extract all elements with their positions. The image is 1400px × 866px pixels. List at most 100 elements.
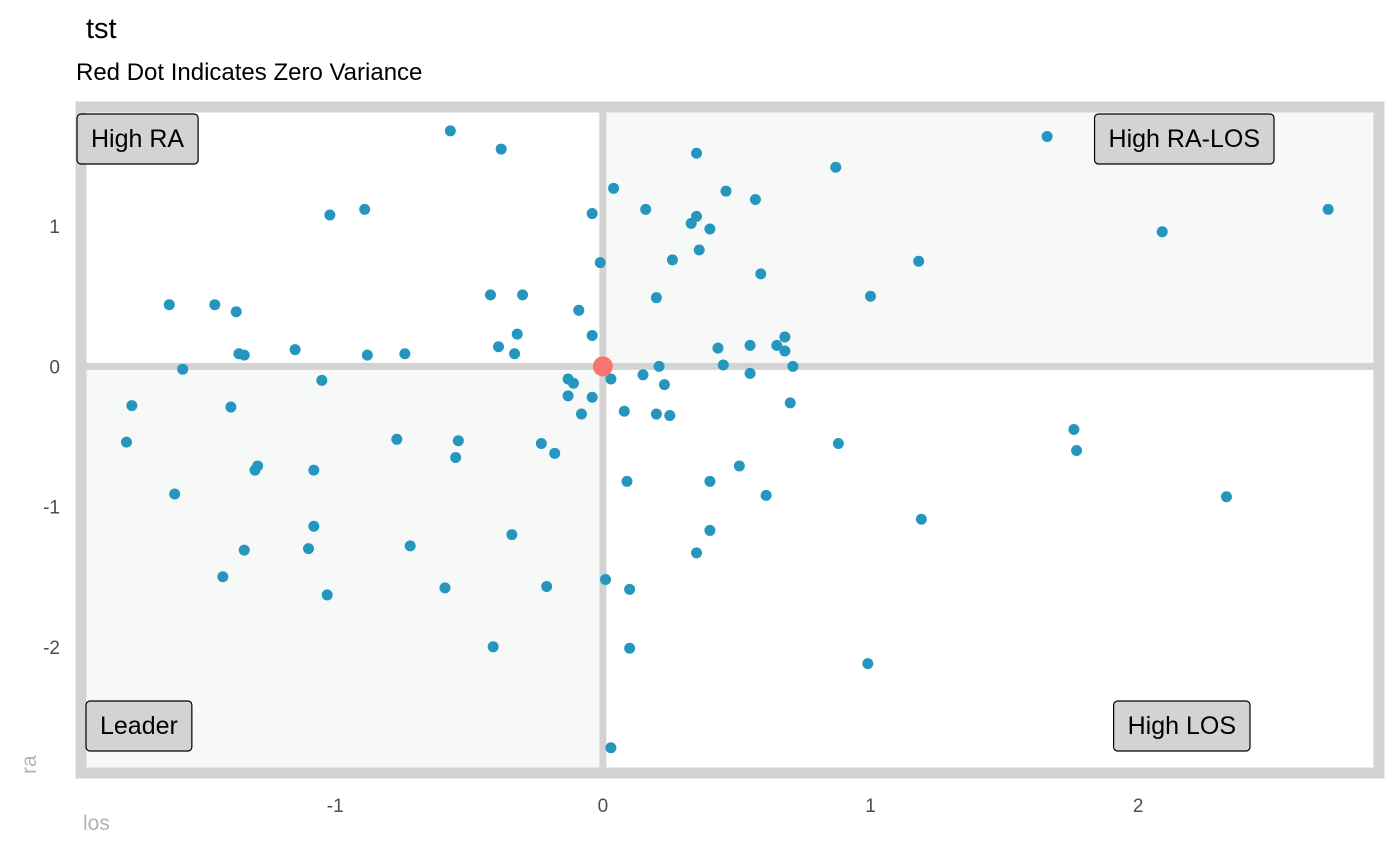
scatter-point (238, 349, 250, 361)
scatter-point (567, 377, 579, 389)
scatter-point (541, 581, 553, 593)
y-axis-label: ra (18, 755, 41, 774)
quadrant-label-box (76, 113, 199, 165)
scatter-point (575, 408, 587, 420)
scatter-point (621, 475, 633, 487)
scatter-point (650, 292, 662, 304)
x-tick-label: -1 (327, 796, 344, 817)
scatter-point (608, 182, 620, 194)
scatter-point (209, 299, 221, 311)
x-tick-label: 2 (1133, 796, 1144, 817)
scatter-point (249, 464, 261, 476)
scatter-point (484, 289, 496, 301)
scatter-point (691, 147, 703, 159)
scatter-point (666, 254, 678, 266)
quadrant-label-text: High RA-LOS (1109, 125, 1260, 153)
scatter-point (506, 529, 518, 541)
quadrant-label-text: Leader (100, 712, 178, 740)
x-axis-label: los (83, 812, 110, 835)
scatter-point (594, 257, 606, 269)
scatter-point (733, 460, 745, 472)
scatter-point (452, 435, 464, 447)
scatter-point (450, 452, 462, 464)
x-tick-label: 0 (598, 796, 609, 817)
scatter-point (391, 433, 403, 445)
y-tick-label: -1 (43, 498, 60, 519)
scatter-point (749, 194, 761, 206)
scatter-point (637, 369, 649, 381)
scatter-point (495, 143, 507, 155)
scatter-point (704, 223, 716, 235)
y-tick-label: 1 (49, 217, 60, 238)
scatter-point (169, 488, 181, 500)
scatter-point (787, 360, 799, 372)
scatter-point (562, 390, 574, 402)
scatter-point (439, 582, 451, 594)
scatter-point (744, 339, 756, 351)
scatter-point (586, 208, 598, 220)
scatter-point (361, 349, 373, 361)
scatter-point (586, 330, 598, 342)
data-points (120, 125, 1334, 754)
scatter-point (865, 290, 877, 302)
scatter-point (779, 331, 791, 343)
scatter-point (624, 583, 636, 595)
scatter-point (177, 363, 189, 375)
scatter-point (302, 543, 314, 555)
quadrant-label-box (1093, 113, 1275, 165)
scatter-point (404, 540, 416, 552)
scatter-point (658, 379, 670, 391)
scatter-point (830, 161, 842, 173)
scatter-point (832, 438, 844, 450)
quadrant-label-text: High LOS (1128, 712, 1236, 740)
scatter-point (640, 203, 652, 215)
quadrant-label-box (1113, 700, 1251, 752)
scatter-point (120, 436, 132, 448)
scatter-point (717, 359, 729, 371)
scatter-point (444, 125, 456, 137)
quadrant-label-box (85, 700, 193, 752)
scatter-point (685, 217, 697, 229)
scatter-point (289, 344, 301, 356)
chart-title: tst (86, 13, 117, 45)
scatter-point (399, 348, 411, 360)
quadrant-bottom-right-bg (602, 366, 1379, 773)
scatter-point (324, 209, 336, 221)
quadrant-labels: High RA High RA-LOS Leader High LOS (76, 113, 1275, 752)
scatter-point (1071, 445, 1083, 457)
scatter-point (779, 345, 791, 357)
scatter-point (650, 408, 662, 420)
plot-frame (75, 101, 1385, 779)
scatter-point (493, 341, 505, 353)
scatter-point (720, 185, 732, 197)
scatter-point (693, 244, 705, 256)
scatter-point (862, 658, 874, 670)
scatter-point (359, 203, 371, 215)
quadrant-label-top-left: High RA (76, 113, 199, 165)
quadrant-label-text: High RA (91, 125, 184, 153)
scatter-point (517, 289, 529, 301)
scatter-point (760, 489, 772, 501)
scatter-point (225, 401, 237, 413)
scatter-point (509, 348, 521, 360)
scatter-point (487, 641, 499, 653)
quadrant-label-bottom-right: High LOS (1113, 700, 1251, 752)
scatter-point (755, 268, 767, 280)
scatter-point (535, 438, 547, 450)
scatter-point (915, 513, 927, 525)
quadrant-label-top-right: High RA-LOS (1093, 113, 1275, 165)
scatter-point (704, 475, 716, 487)
scatter-point (230, 306, 242, 318)
scatter-point (308, 520, 320, 532)
scatter-point (308, 464, 320, 476)
scatter-point (712, 342, 724, 354)
scatter-point (704, 524, 716, 536)
scatter-point (549, 447, 561, 459)
scatter-point (653, 360, 665, 372)
scatter-point (913, 255, 925, 267)
y-tick-label: -2 (43, 638, 60, 659)
x-axis-ticks: -1 0 1 2 (327, 796, 1144, 817)
scatter-point (605, 742, 617, 754)
scatter-point (1220, 491, 1232, 503)
